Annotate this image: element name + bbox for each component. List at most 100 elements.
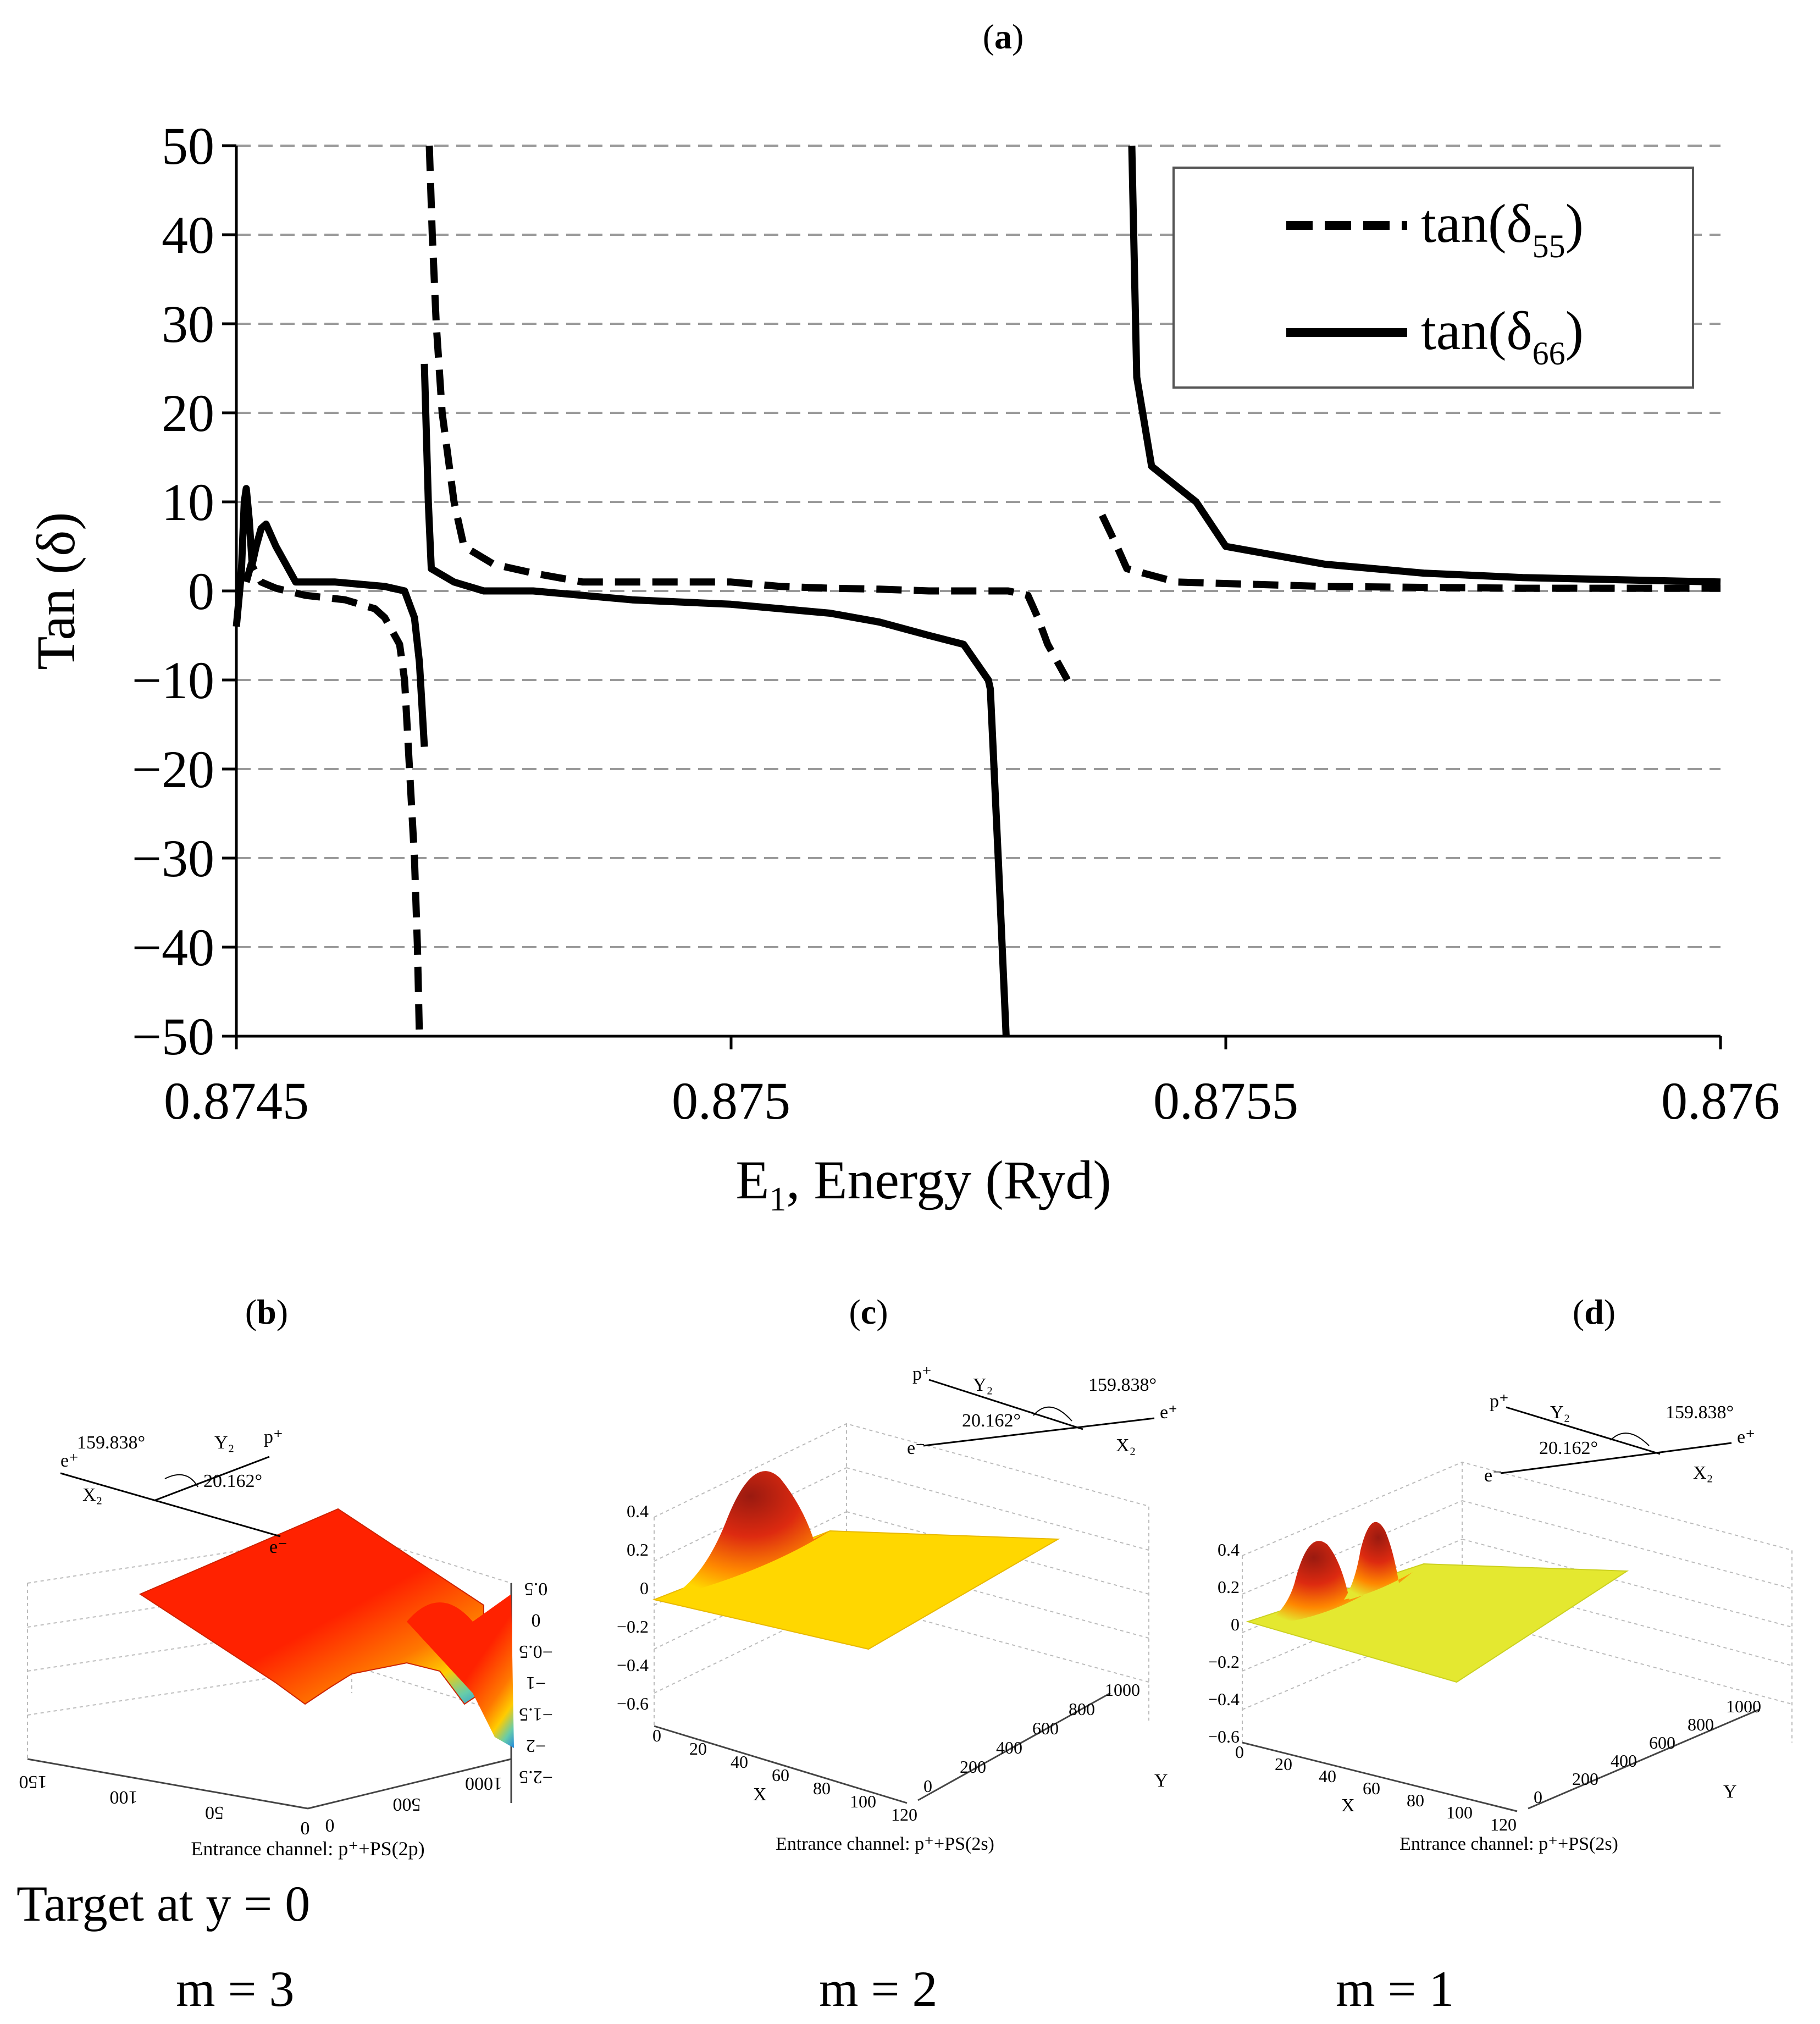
panel-d-axes xyxy=(1242,1708,1760,1812)
svg-text:e⁻: e⁻ xyxy=(907,1438,925,1458)
panel-b-title: Entrance channel: p⁺+PS(2p) xyxy=(191,1838,424,1860)
tick-label: 100 xyxy=(850,1791,876,1811)
tick-label: 400 xyxy=(996,1738,1022,1757)
y-tick-label: 0 xyxy=(188,562,214,621)
panel-c-peak xyxy=(671,1471,830,1597)
m-label-b: m = 3 xyxy=(176,1961,295,2017)
tick-label: 0.2 xyxy=(627,1540,649,1560)
tick-label: 100 xyxy=(1446,1802,1473,1822)
svg-text:X₂: X₂ xyxy=(1116,1435,1136,1456)
panel-d-peak-2 xyxy=(1344,1522,1413,1600)
series-2-segment-3 xyxy=(1128,145,1721,586)
svg-text:Y₂: Y₂ xyxy=(214,1433,234,1453)
legend-entry-55: tan(δ55) xyxy=(1421,193,1584,264)
panel-c-diagram: p⁺ Y₂ 159.838° 20.162° e⁺ X₂ e⁻ xyxy=(907,1364,1178,1458)
panel-d: 0 20 40 60 80 100 120 0 200 400 600 800 1000 0.4 0.2 0−… xyxy=(1208,1341,1808,1869)
panel-d-diagram: p⁺ Y₂ 159.838° 20.162° e⁺ X₂ e⁻ xyxy=(1484,1391,1755,1486)
tick-label: −0.5 xyxy=(519,1641,553,1662)
tick-label: 150 xyxy=(19,1772,47,1792)
tick-label: 500 xyxy=(393,1794,421,1815)
m-label-c: m = 2 xyxy=(819,1961,938,2017)
tick-label: 0.4 xyxy=(1218,1540,1240,1560)
y-tick-label: 20 xyxy=(162,384,214,443)
tick-label: 40 xyxy=(731,1752,748,1772)
panel-c-ticks: 020406080100120020040060080010000.40.20−… xyxy=(617,1501,1140,1824)
y-tick-label: −30 xyxy=(132,829,214,888)
y-tick-label: −10 xyxy=(132,651,214,710)
series-1-segment-1 xyxy=(242,560,423,1037)
m-label-d: m = 1 xyxy=(1336,1961,1454,2017)
panel-label-d: (d) xyxy=(1572,1292,1616,1331)
series-2-segment-2 xyxy=(421,363,1010,1037)
svg-text:e⁺: e⁺ xyxy=(60,1451,79,1471)
tick-label: 800 xyxy=(1069,1699,1095,1719)
panel-b-surface xyxy=(139,1508,496,1705)
tick-label: −2 xyxy=(526,1735,546,1756)
legend-box xyxy=(1172,167,1694,389)
panel-b-surface-wing xyxy=(407,1594,514,1748)
svg-text:e⁻: e⁻ xyxy=(269,1537,287,1557)
tick-label: −1.5 xyxy=(519,1704,553,1724)
tick-label: 400 xyxy=(1611,1751,1637,1771)
svg-text:p⁺: p⁺ xyxy=(1490,1391,1509,1412)
tick-label: 60 xyxy=(772,1765,789,1785)
svg-text:Y₂: Y₂ xyxy=(973,1375,993,1395)
svg-text:p⁺: p⁺ xyxy=(912,1364,932,1384)
legend: tan(δ55) tan(δ66) xyxy=(1172,167,1694,389)
target-caption: Target at y = 0 xyxy=(16,1876,311,1932)
panel-label-b: (b) xyxy=(245,1292,289,1331)
panel-c: 0 20 40 60 80 100 120 0 200 400 600 800 1000 0.4 0.2 0−… xyxy=(599,1341,1178,1869)
svg-text:20.162°: 20.162° xyxy=(203,1471,262,1491)
tick-label: −1 xyxy=(526,1673,546,1693)
panel-c-y-label: Y xyxy=(1154,1771,1168,1791)
panel-label-c: (c) xyxy=(849,1292,888,1331)
y-tick-labels: 50 40 30 20 10 0 −10 −20 −30 −40 −50 xyxy=(132,117,214,1066)
y-tick-label: 30 xyxy=(162,295,214,353)
tick-label: 0 xyxy=(1235,1742,1244,1762)
tick-label: −0.2 xyxy=(1209,1652,1240,1672)
legend-entry-66: tan(δ66) xyxy=(1421,300,1584,372)
tick-label: 0.2 xyxy=(1218,1577,1240,1597)
panel-d-ticks: 020406080100120020040060080010000.40.20−… xyxy=(1208,1540,1761,1834)
x-tick-labels: 0.8745 0.875 0.8755 0.876 xyxy=(164,1071,1780,1130)
svg-text:159.838°: 159.838° xyxy=(1666,1402,1734,1423)
tick-label: 40 xyxy=(1319,1766,1336,1786)
panel-d-y-label: Y xyxy=(1723,1782,1737,1802)
tick-label: 100 xyxy=(110,1787,138,1807)
tick-label: −0.6 xyxy=(617,1694,649,1713)
series-2-segment-1 xyxy=(233,485,428,747)
y-tick-label: −50 xyxy=(132,1007,214,1066)
tick-label: 200 xyxy=(960,1757,986,1777)
panel-d-x-label: X xyxy=(1341,1795,1355,1816)
tick-label: 1000 xyxy=(1105,1680,1140,1700)
surface-plot-c: 020406080100120020040060080010000.40.20−… xyxy=(617,1364,1178,1854)
tick-label: 0.5 xyxy=(524,1579,548,1599)
tick-label: 0 xyxy=(301,1818,310,1838)
tick-label: 20 xyxy=(689,1739,707,1758)
panel-d-title: Entrance channel: p⁺+PS(2s) xyxy=(1399,1834,1618,1854)
tick-label: −0.2 xyxy=(617,1617,649,1636)
panel-c-title: Entrance channel: p⁺+PS(2s) xyxy=(776,1834,994,1854)
y-tick-label: 40 xyxy=(162,206,214,264)
svg-text:20.162°: 20.162° xyxy=(1539,1438,1598,1458)
tick-label: 1000 xyxy=(1726,1696,1761,1716)
y-tick-label: −20 xyxy=(132,740,214,799)
tick-label: 0 xyxy=(532,1610,541,1630)
x-tick-label: 0.876 xyxy=(1661,1071,1780,1130)
svg-text:X₂: X₂ xyxy=(1693,1463,1713,1483)
tick-label: 800 xyxy=(1688,1715,1714,1734)
tick-label: 0.4 xyxy=(627,1501,649,1521)
tick-label: 0 xyxy=(325,1815,335,1835)
x-tick-label: 0.8755 xyxy=(1153,1071,1298,1130)
x-tick-label: 0.875 xyxy=(672,1071,790,1130)
tick-label: −0.4 xyxy=(617,1655,649,1675)
tick-label: 0 xyxy=(923,1776,932,1796)
tick-label: −0.4 xyxy=(1209,1689,1240,1709)
panel-c-axes xyxy=(654,1692,1111,1804)
y-tick-label: −40 xyxy=(132,918,214,977)
tick-label: 120 xyxy=(1490,1815,1517,1834)
tick-label: 50 xyxy=(205,1802,224,1823)
y-axis-label: Tan (δ) xyxy=(25,512,86,670)
tick-label: −0.6 xyxy=(1209,1727,1240,1746)
panel-b-diagram: e⁺ X₂ 159.838° 20.162° Y₂ p⁺ e⁻ xyxy=(60,1427,287,1557)
